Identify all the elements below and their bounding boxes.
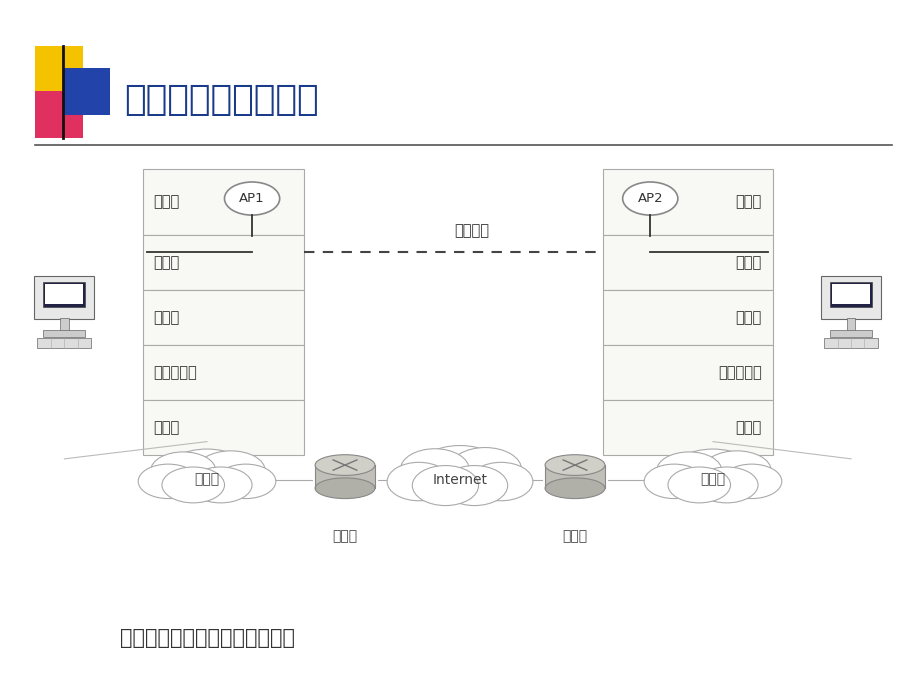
Text: 物理层: 物理层 [734, 420, 761, 435]
Bar [34, 277, 95, 319]
Text: 数据链路层: 数据链路层 [153, 365, 198, 380]
Ellipse shape [189, 467, 252, 503]
Ellipse shape [701, 451, 770, 491]
Bar [142, 169, 303, 235]
Bar [831, 284, 869, 304]
Ellipse shape [400, 448, 469, 491]
Ellipse shape [151, 452, 216, 489]
Bar [35, 91, 83, 138]
Ellipse shape [668, 449, 756, 500]
Ellipse shape [162, 467, 224, 503]
Text: Internet: Internet [432, 473, 487, 486]
Bar [38, 339, 91, 348]
Text: 应用层: 应用层 [734, 195, 761, 209]
Bar [602, 235, 772, 290]
Ellipse shape [414, 446, 505, 502]
Ellipse shape [224, 182, 279, 215]
Ellipse shape [196, 451, 265, 491]
Ellipse shape [163, 449, 251, 500]
Bar [43, 331, 85, 337]
Text: 网络层: 网络层 [153, 310, 180, 325]
Ellipse shape [721, 464, 781, 499]
Bar [823, 339, 877, 348]
Ellipse shape [314, 455, 375, 475]
Ellipse shape [544, 455, 605, 475]
Bar [142, 400, 303, 455]
Text: 物理层: 物理层 [153, 420, 180, 435]
Bar [62, 68, 110, 115]
Ellipse shape [314, 478, 375, 499]
Ellipse shape [469, 462, 532, 501]
Text: 运输层的功能和任务: 运输层的功能和任务 [124, 83, 319, 117]
Bar [314, 465, 375, 489]
Bar [602, 345, 772, 400]
Ellipse shape [138, 464, 198, 499]
Bar [602, 169, 772, 235]
Ellipse shape [622, 182, 677, 215]
Ellipse shape [441, 466, 507, 506]
Text: 运输层为应用进程提供逻辑通道: 运输层为应用进程提供逻辑通道 [119, 629, 294, 648]
Bar [845, 317, 855, 332]
Ellipse shape [448, 448, 521, 491]
Bar [829, 282, 871, 307]
Bar [829, 331, 871, 337]
Bar [602, 290, 772, 345]
Ellipse shape [695, 467, 757, 503]
Bar [602, 400, 772, 455]
Text: 运输层: 运输层 [153, 255, 180, 270]
Ellipse shape [544, 478, 605, 499]
Bar [142, 290, 303, 345]
Bar [544, 465, 605, 489]
Ellipse shape [667, 467, 730, 503]
Bar [142, 345, 303, 400]
Text: AP1: AP1 [239, 192, 265, 205]
Text: AP2: AP2 [637, 192, 663, 205]
Ellipse shape [216, 464, 276, 499]
Bar [821, 277, 880, 319]
Ellipse shape [656, 452, 721, 489]
Text: 局域网: 局域网 [699, 473, 725, 486]
Text: 逻辑通道: 逻辑通道 [453, 224, 489, 239]
Ellipse shape [643, 464, 703, 499]
Text: 路由器: 路由器 [332, 529, 357, 543]
Ellipse shape [412, 466, 478, 506]
Text: 网络层: 网络层 [734, 310, 761, 325]
Bar [142, 235, 303, 290]
Bar [43, 282, 85, 307]
Text: 路由器: 路由器 [562, 529, 587, 543]
Text: 局域网: 局域网 [194, 473, 220, 486]
Text: 运输层: 运输层 [734, 255, 761, 270]
Text: 应用层: 应用层 [153, 195, 180, 209]
Text: 数据链路层: 数据链路层 [717, 365, 761, 380]
Bar [35, 46, 83, 93]
Bar [60, 317, 69, 332]
Ellipse shape [387, 462, 450, 501]
Bar [45, 284, 84, 304]
